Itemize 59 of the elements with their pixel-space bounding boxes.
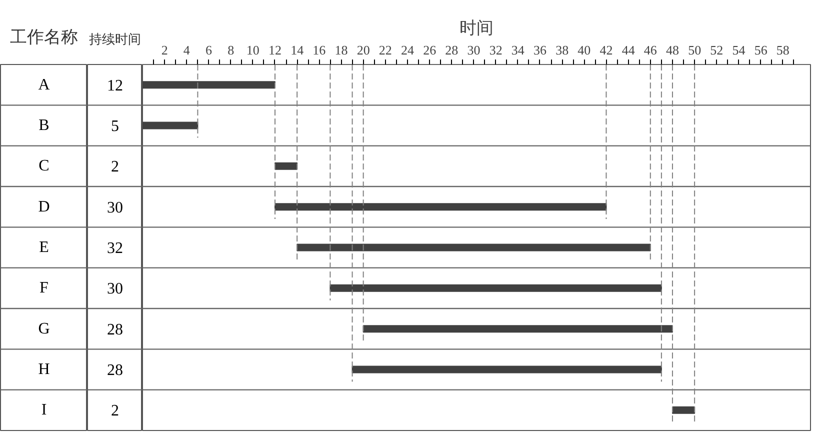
x-tick-label: 48 bbox=[666, 42, 679, 58]
x-axis-title: 时间 bbox=[460, 18, 494, 38]
x-tick-label: 42 bbox=[600, 42, 613, 58]
x-tick-label: 22 bbox=[378, 42, 392, 58]
x-tick-label: 56 bbox=[754, 42, 768, 58]
data-label: 30 bbox=[107, 199, 123, 216]
x-tick-label: 50 bbox=[688, 42, 702, 58]
x-tick-label: 38 bbox=[556, 42, 569, 58]
x-tick-label: 24 bbox=[400, 42, 414, 58]
bar bbox=[142, 81, 276, 89]
bar bbox=[352, 366, 662, 374]
data-label: 2 bbox=[111, 158, 119, 176]
x-tick-label: 2 bbox=[161, 42, 168, 58]
x-tick-label: 18 bbox=[334, 42, 348, 58]
x-tick-label: 16 bbox=[312, 42, 326, 58]
x-tick-label: 28 bbox=[445, 42, 458, 58]
bar bbox=[672, 406, 696, 414]
data-label: 28 bbox=[107, 362, 123, 379]
bar bbox=[142, 122, 198, 130]
x-tick-label: 44 bbox=[622, 42, 636, 58]
x-tick-label: 20 bbox=[356, 42, 370, 58]
y-tick-label: B bbox=[38, 117, 50, 134]
x-tick-label: 26 bbox=[423, 42, 437, 58]
y-tick-label: C bbox=[38, 158, 50, 175]
bar bbox=[274, 162, 298, 170]
x-tick-label: 36 bbox=[533, 42, 547, 58]
y-tick-label: H bbox=[38, 361, 50, 378]
x-tick-label: 54 bbox=[732, 42, 746, 58]
y-tick-label: D bbox=[38, 198, 50, 216]
bar bbox=[274, 203, 607, 211]
y-tick-label: E bbox=[39, 239, 49, 256]
x-tick-label: 52 bbox=[710, 42, 724, 58]
y-tick-label: G bbox=[38, 320, 50, 338]
y-tick-label: F bbox=[40, 280, 49, 297]
x-tick-label: 30 bbox=[467, 42, 480, 58]
data-label: 30 bbox=[107, 280, 123, 298]
x-tick-label: 10 bbox=[246, 42, 260, 58]
x-tick-label: 34 bbox=[511, 42, 525, 58]
x-tick-label: 8 bbox=[228, 42, 234, 58]
y-tick-label: I bbox=[41, 402, 47, 419]
bar bbox=[362, 325, 673, 333]
data-label: 32 bbox=[107, 240, 123, 257]
y-axis-title: 工作名称 bbox=[10, 28, 78, 46]
data-label: 28 bbox=[107, 321, 123, 338]
x-tick-label: 58 bbox=[776, 42, 790, 58]
bar bbox=[330, 284, 662, 292]
data-label: 12 bbox=[107, 77, 123, 94]
data-label: 5 bbox=[111, 118, 119, 135]
data-label: 2 bbox=[111, 402, 119, 420]
x-tick-label: 14 bbox=[290, 42, 304, 58]
text: 持续时间 bbox=[89, 32, 141, 46]
y-tick-label: A bbox=[38, 76, 50, 94]
x-tick-label: 6 bbox=[206, 42, 212, 58]
bar bbox=[296, 244, 651, 252]
x-tick-label: 12 bbox=[268, 42, 282, 58]
x-tick-label: 4 bbox=[183, 42, 190, 58]
x-tick-label: 32 bbox=[489, 42, 502, 58]
x-tick-label: 46 bbox=[644, 42, 658, 58]
x-tick-label: 40 bbox=[578, 42, 591, 58]
